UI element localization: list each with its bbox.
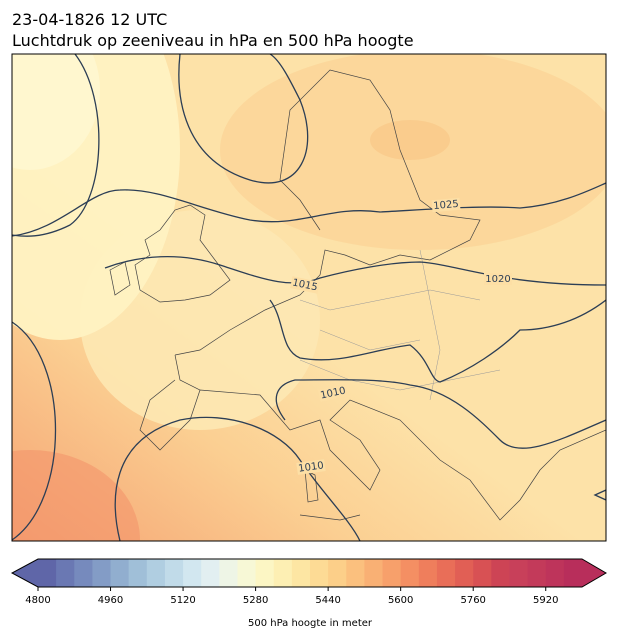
colorbar-tick-label: 5280 [243, 595, 268, 606]
colorbar-segment [74, 559, 93, 587]
contour-label: 1010 [298, 460, 325, 474]
colorbar-segment [110, 559, 130, 587]
colorbar-segment [201, 559, 220, 587]
colorbar-tick-label: 4800 [25, 595, 50, 606]
map-frame [11, 53, 607, 542]
isobar [593, 489, 606, 501]
colorbar-tick-label: 5920 [533, 595, 558, 606]
height-field [12, 54, 100, 170]
colorbar-label: 500 hPa hoogte in meter [248, 618, 373, 629]
colorbar-segment [382, 559, 402, 587]
isobar [114, 416, 361, 541]
contour-label: 1020 [485, 274, 510, 285]
colorbar-segment [146, 559, 166, 587]
contour-label: 1025 [433, 199, 459, 212]
subtitle: Luchtdruk op zeeniveau in hPa en 500 hPa… [12, 31, 414, 50]
colorbar-segment [183, 559, 202, 587]
contour-label: 1010 [320, 385, 347, 401]
contour-label-bg [296, 459, 326, 475]
isobar [104, 255, 606, 286]
contour-label-bg [431, 197, 461, 213]
colorbar-segment [527, 559, 547, 587]
isobar [269, 299, 606, 383]
colorbar-segment [364, 559, 384, 587]
contour-labels: 1025 1020 1015 1010 1010 [290, 197, 512, 475]
isobar [12, 54, 100, 237]
contour-label-bg [290, 276, 320, 294]
colorbar-segment [400, 559, 420, 587]
colorbar-segment [545, 559, 565, 587]
colorbar-tick-label: 5440 [315, 595, 340, 606]
colorbar-segment [418, 559, 438, 587]
colorbar-segment [38, 559, 57, 587]
colorbar-segment [455, 559, 474, 587]
colorbar-segment [346, 559, 365, 587]
colorbar-segment [273, 559, 293, 587]
contour-label-bg [318, 384, 348, 402]
colorbar-segment [255, 559, 275, 587]
colorbar: 4800 4960 5120 5280 5440 5600 5760 5920 500 hPa … [10, 558, 607, 629]
height-field [370, 120, 450, 160]
colorbar-segment [291, 559, 311, 587]
title: 23-04-1826 12 UTC [12, 10, 167, 29]
colorbar-segment [237, 559, 257, 587]
colorbar-segment [310, 559, 329, 587]
colorbar-segment [509, 559, 529, 587]
colorbar-tick-label: 5600 [388, 595, 413, 606]
colorbar-segment [56, 559, 75, 587]
colorbar-segment [436, 559, 456, 587]
colorbar-tick-label: 5760 [460, 595, 485, 606]
colorbar-segment [164, 559, 184, 587]
colorbar-extend-high [582, 559, 606, 587]
contour-label: 1015 [291, 277, 318, 293]
colorbar-extend-low [12, 559, 38, 587]
colorbar-segment [219, 559, 238, 587]
height-field [12, 450, 140, 541]
colorbar-segment [92, 559, 112, 587]
isobar [12, 182, 606, 237]
colorbar-tick-label: 5120 [170, 595, 195, 606]
coastline [299, 469, 361, 521]
coastline [134, 204, 231, 303]
colorbar-segment [563, 559, 583, 587]
coastline [139, 69, 606, 521]
colorbar-segment [473, 559, 492, 587]
contour-label-bg [484, 273, 512, 285]
isobar [275, 379, 606, 449]
colorbar-segment [128, 559, 148, 587]
isobar [12, 321, 56, 541]
colorbar-tick-label: 4960 [98, 595, 123, 606]
border [299, 249, 501, 401]
coastline [109, 261, 131, 296]
colorbar-outline [10, 558, 607, 588]
colorbar-segment [328, 559, 347, 587]
isobar [178, 54, 309, 184]
colorbar-segment [491, 559, 510, 587]
